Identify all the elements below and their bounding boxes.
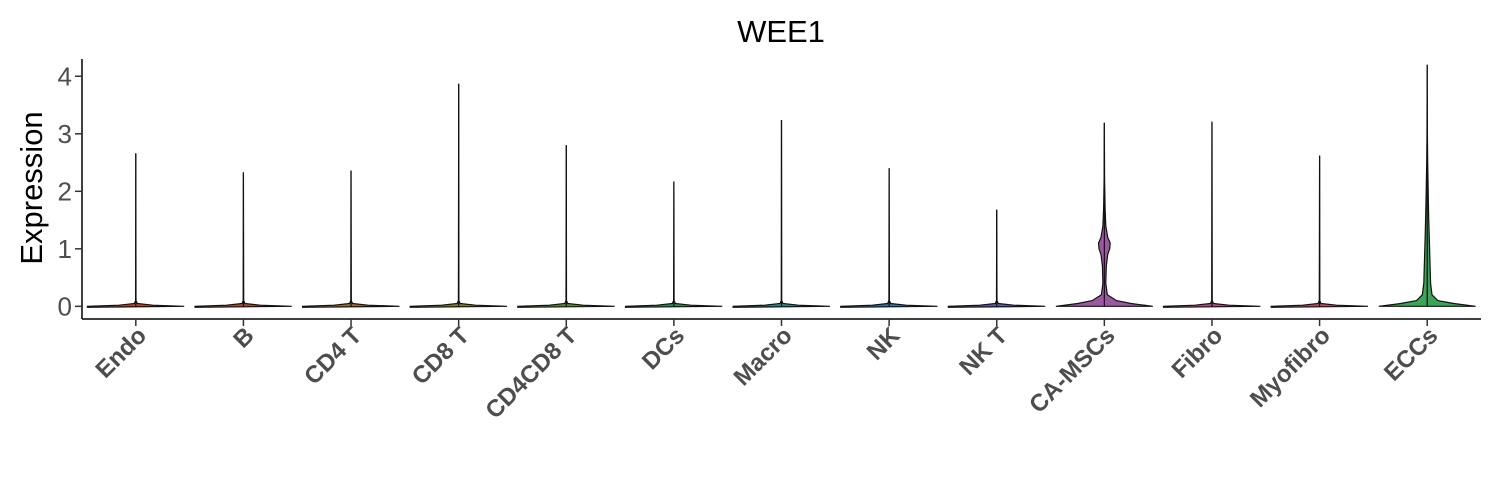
x-tick-label: Myofibro <box>1245 322 1336 413</box>
y-tick-label: 4 <box>58 61 72 91</box>
x-tick-label: ECCs <box>1379 322 1443 386</box>
y-tick-label: 1 <box>58 234 72 264</box>
x-axis-ticks: Endo B CD4 T CD8 T CD4CD8 T DCs Macro NK NK T CA-… <box>91 319 1443 424</box>
y-axis-label: Expression <box>14 111 49 264</box>
y-tick-label: 2 <box>58 176 72 206</box>
x-tick-label: DCs <box>637 322 690 375</box>
x-tick-label: B <box>228 322 259 353</box>
chart-title: WEE1 <box>737 14 825 49</box>
plot-area <box>86 64 1476 308</box>
x-tick-label: NK T <box>954 322 1013 381</box>
x-tick-label: Macro <box>729 322 798 391</box>
x-tick-label: CD8 T <box>407 322 475 390</box>
x-tick-label: CD4 T <box>299 322 367 390</box>
y-tick-label: 3 <box>58 119 72 149</box>
y-tick-label: 0 <box>58 291 72 321</box>
x-tick-label: CA-MSCs <box>1024 322 1120 418</box>
x-tick-label: NK <box>862 322 906 366</box>
x-tick-label: Endo <box>91 322 153 384</box>
x-tick-label: Fibro <box>1167 322 1229 384</box>
x-tick-label: CD4CD8 T <box>480 322 582 424</box>
y-axis-ticks: 0 1 2 3 4 <box>58 61 82 321</box>
